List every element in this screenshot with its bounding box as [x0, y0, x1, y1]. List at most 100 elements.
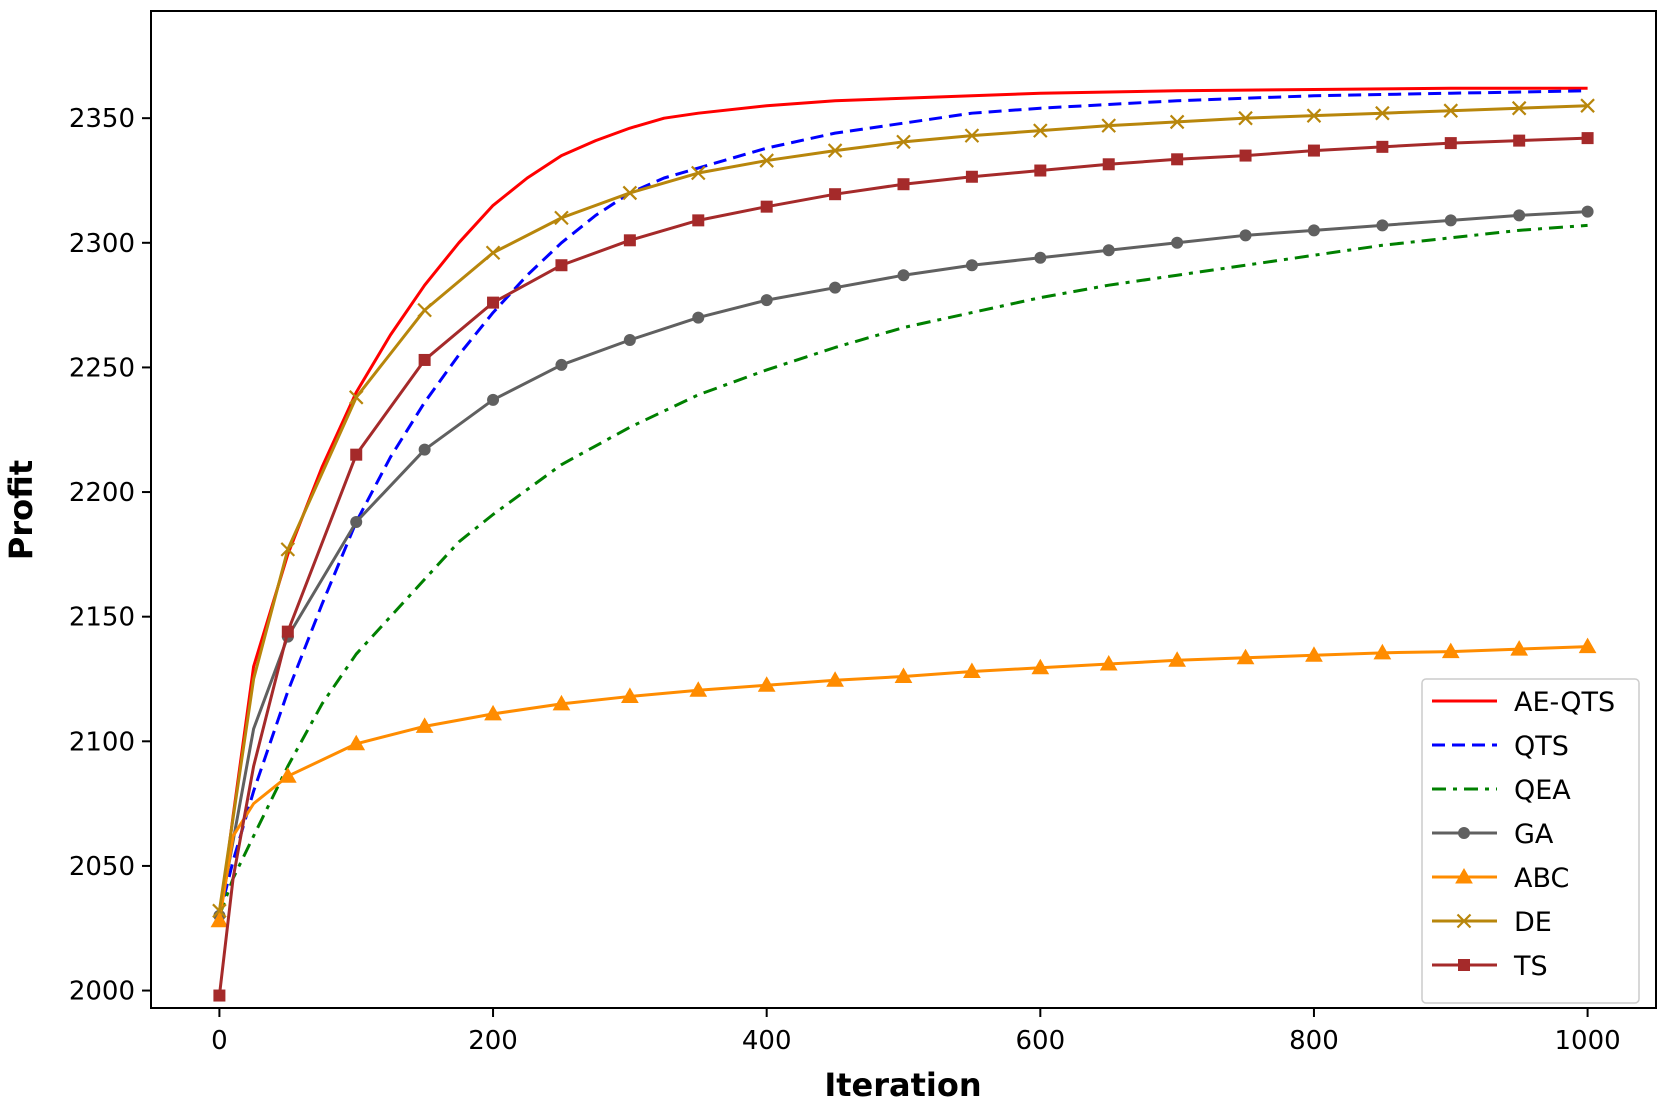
data-point-de — [827, 143, 843, 158]
data-point-ga — [487, 393, 500, 406]
data-point-ts — [1581, 132, 1594, 145]
data-point-de — [964, 128, 980, 143]
data-point-de — [280, 542, 296, 557]
data-point-ts — [829, 188, 842, 201]
data-point-ga — [1307, 224, 1320, 237]
x-axis: 0 200 400 600 800 1000 — [211, 1008, 1621, 1056]
data-point-ts — [213, 989, 226, 1002]
data-point-ts — [1102, 158, 1115, 171]
data-point-de — [759, 153, 774, 168]
x-tick-label: 400 — [742, 1026, 792, 1056]
data-point-de — [1169, 114, 1185, 130]
data-point-abc — [1099, 655, 1118, 671]
data-point-ts — [760, 200, 773, 213]
data-point-ts — [965, 170, 978, 183]
series-line-ae-qts — [217, 86, 1588, 921]
legend-label-de: DE — [1514, 907, 1552, 938]
series-line-qts — [217, 89, 1588, 917]
data-point-ts — [350, 448, 363, 461]
data-point-ga — [760, 294, 773, 307]
data-point-abc — [1168, 651, 1186, 667]
data-point-ts — [897, 178, 910, 191]
y-tick-label: 2100 — [69, 727, 135, 757]
data-point-de — [896, 134, 911, 150]
data-point-ts — [555, 259, 568, 272]
legend-marker-ga — [1458, 827, 1470, 839]
y-axis: 2000 2050 2100 2150 2200 2250 2300 2350 — [69, 104, 151, 1007]
data-point-abc — [757, 676, 776, 692]
data-point-abc — [621, 687, 639, 703]
series-ae-qts — [217, 86, 1588, 921]
data-point-de — [622, 185, 638, 201]
data-point-ga — [1102, 244, 1115, 257]
data-point-de — [212, 903, 227, 919]
data-point-ga — [829, 281, 842, 294]
data-point-ts — [1239, 149, 1252, 162]
x-tick-label: 800 — [1289, 1026, 1339, 1056]
data-point-de — [1580, 98, 1595, 113]
plot-frame — [150, 10, 1657, 1009]
data-point-abc — [1305, 646, 1323, 662]
y-tick-label: 2350 — [69, 104, 135, 134]
x-tick-label: 600 — [1015, 1026, 1065, 1056]
data-point-ts — [1513, 134, 1526, 147]
data-point-abc — [894, 667, 913, 683]
data-point-ga — [965, 259, 978, 272]
data-point-ts — [1034, 164, 1047, 177]
data-point-ts — [1376, 140, 1389, 153]
data-point-abc — [1578, 637, 1597, 654]
legend-label-qts: QTS — [1514, 731, 1569, 762]
y-axis-title: Profit — [2, 460, 40, 560]
data-point-ga — [1034, 251, 1047, 264]
data-point-ga — [692, 311, 705, 324]
data-point-ga — [623, 334, 636, 347]
legend-label-ts: TS — [1513, 951, 1548, 982]
data-point-de — [690, 165, 706, 181]
y-tick-label: 2000 — [69, 977, 135, 1007]
x-tick-label: 1000 — [1555, 1026, 1621, 1056]
data-point-ga — [418, 443, 431, 456]
legend-marker-abc — [1455, 867, 1473, 884]
data-point-ts — [623, 234, 636, 247]
data-point-abc — [1236, 648, 1255, 665]
data-point-de — [1033, 123, 1048, 138]
legend-marker-ts — [1458, 959, 1470, 971]
x-tick-label: 0 — [211, 1026, 228, 1056]
x-tick-label: 200 — [468, 1026, 518, 1056]
data-point-abc — [347, 734, 366, 751]
data-point-de — [1101, 118, 1117, 133]
data-point-ga — [1239, 229, 1252, 242]
data-point-de — [1443, 103, 1459, 118]
data-point-ga — [1171, 236, 1184, 249]
series-qea — [218, 223, 1588, 917]
data-point-abc — [1373, 643, 1392, 660]
data-point-de — [1375, 105, 1390, 121]
data-point-abc — [689, 681, 708, 697]
data-point-de — [348, 390, 364, 405]
series-de — [212, 98, 1595, 919]
data-point-de — [554, 210, 569, 226]
series-line-qea — [218, 223, 1588, 917]
legend-label-ga: GA — [1514, 819, 1554, 850]
data-point-ga — [1581, 205, 1594, 218]
data-point-de — [417, 302, 432, 318]
data-point-ts — [692, 214, 705, 227]
legend: AE-QTS QTS QEA GA ABC DE TS — [1421, 678, 1640, 1004]
data-point-abc — [415, 717, 434, 733]
legend-marker-de — [1456, 913, 1472, 929]
data-point-de — [1511, 100, 1527, 116]
legend-label-ae-qts: AE-QTS — [1514, 687, 1615, 718]
series-qts — [217, 89, 1588, 917]
data-point-de — [1238, 110, 1253, 126]
data-point-ts — [487, 296, 500, 309]
y-tick-label: 2050 — [69, 852, 135, 882]
legend-label-abc: ABC — [1514, 863, 1569, 894]
y-tick-label: 2250 — [69, 353, 135, 383]
data-point-ga — [1376, 219, 1389, 232]
data-point-ga — [897, 269, 910, 282]
data-point-ga — [350, 515, 363, 528]
series-ts — [213, 132, 1594, 1002]
